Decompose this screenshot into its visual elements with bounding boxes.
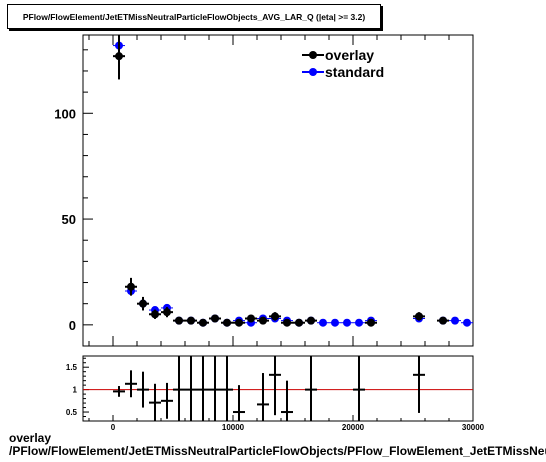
ratio-x-tick-label: 10000 [222, 423, 245, 432]
y-tick-label: 50 [62, 212, 76, 227]
overlay-point [211, 314, 219, 323]
overlay-point [307, 316, 315, 325]
ratio-x-tick-label: 20000 [342, 423, 365, 432]
ratio-x-axis: 0 10000 20000 30000 [88, 415, 485, 432]
overlay-point [139, 299, 147, 308]
legend-standard-label: standard [325, 64, 384, 80]
standard-point [331, 318, 339, 327]
plot-title: PFlow/FlowElement/JetETMissNeutralPartic… [22, 11, 366, 22]
overlay-point [163, 308, 171, 317]
main-plot-frame [82, 34, 474, 347]
overlay-point [199, 318, 207, 327]
overlay-point [247, 314, 255, 323]
ratio-y-axis: 0.5 1 1.5 [66, 357, 89, 417]
legend-standard-marker [309, 68, 317, 76]
standard-point [319, 318, 327, 327]
y-tick-label: 100 [54, 106, 76, 121]
overlay-series [113, 35, 449, 327]
footer-line-2: /PFlow/FlowElement/JetETMissNeutralParti… [9, 444, 546, 458]
overlay-point [271, 312, 279, 321]
overlay-point [127, 282, 135, 291]
footer-caption: overlay /PFlow/FlowElement/JetETMissNeut… [9, 432, 546, 458]
ratio-series [113, 356, 425, 421]
standard-point [463, 318, 471, 327]
overlay-point [439, 316, 447, 325]
ratio-x-tick-label: 0 [111, 423, 116, 432]
y-tick-label: 0 [69, 318, 76, 333]
ratio-plot-frame [82, 355, 474, 422]
legend: overlay standard [302, 47, 384, 80]
standard-point [343, 318, 351, 327]
overlay-point [151, 310, 159, 319]
ratio-y-tick-label: 1 [73, 386, 78, 395]
main-y-axis: 0 50 100 [54, 49, 93, 333]
overlay-point [187, 316, 195, 325]
standard-point [355, 318, 363, 327]
plot-title-box: PFlow/FlowElement/JetETMissNeutralPartic… [7, 4, 381, 29]
standard-point [451, 316, 459, 325]
main-x-axis [88, 35, 474, 346]
ratio-y-tick-label: 1.5 [66, 363, 78, 372]
legend-overlay-label: overlay [325, 47, 374, 63]
overlay-point [367, 318, 375, 327]
overlay-point [259, 316, 267, 325]
overlay-point [175, 316, 183, 325]
standard-series [113, 41, 473, 327]
overlay-point [115, 52, 123, 61]
overlay-point [295, 318, 303, 327]
overlay-point [223, 318, 231, 327]
ratio-y-tick-label: 0.5 [66, 408, 78, 417]
legend-overlay-marker [309, 51, 317, 59]
ratio-x-tick-label: 30000 [462, 423, 485, 432]
overlay-point [415, 312, 423, 321]
overlay-point [283, 318, 291, 327]
footer-line-1: overlay [9, 432, 52, 445]
overlay-point [235, 318, 243, 327]
